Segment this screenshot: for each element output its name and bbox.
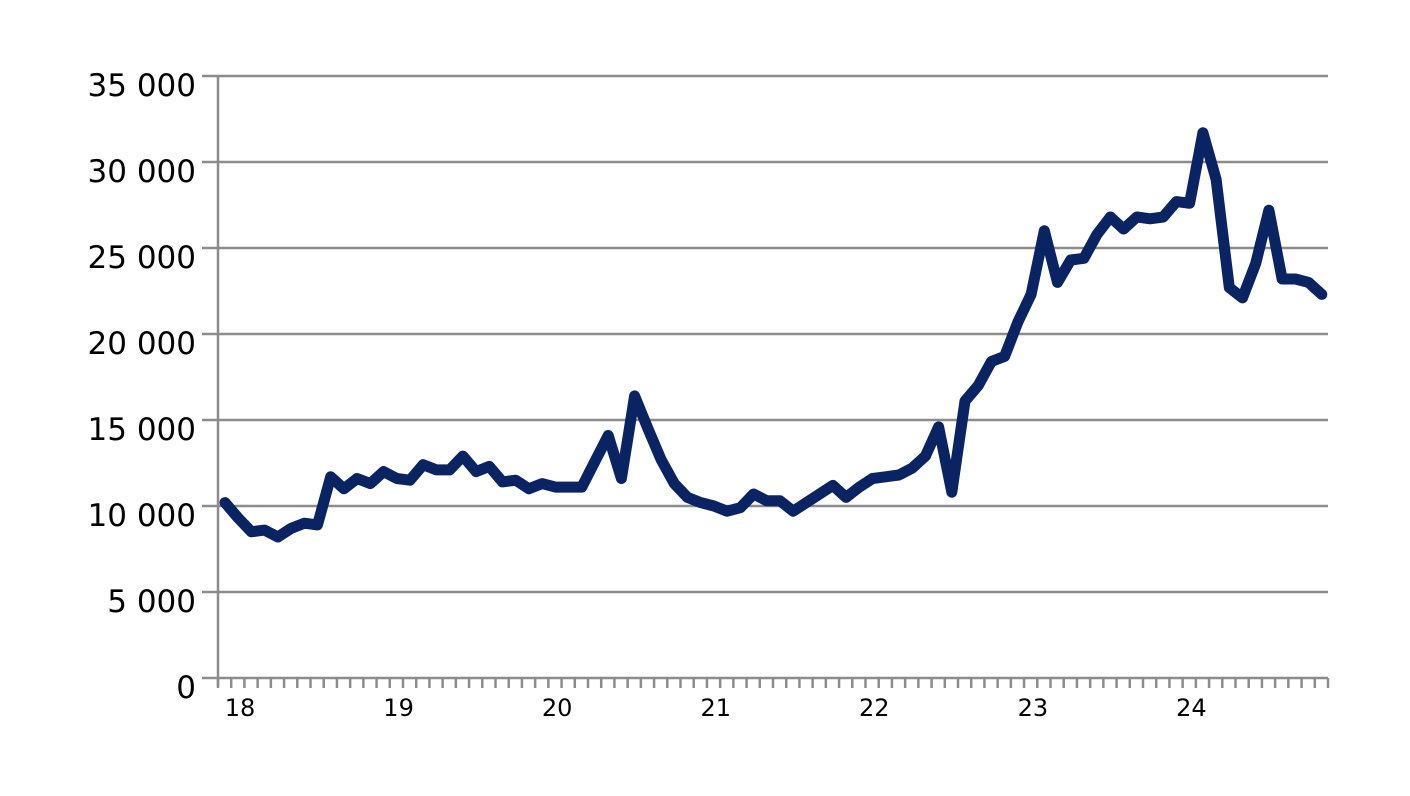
x-tick-label: 18	[225, 694, 256, 722]
y-tick-label: 5 000	[107, 584, 196, 620]
y-tick-label: 10 000	[88, 498, 196, 534]
x-axis	[216, 678, 1330, 688]
y-tick-label: 25 000	[88, 240, 196, 276]
y-tick-label: 20 000	[88, 326, 196, 362]
x-tick-label: 24	[1176, 694, 1207, 722]
x-tick-label: 21	[700, 694, 731, 722]
y-tick-label: 15 000	[88, 412, 196, 448]
x-tick-label: 22	[859, 694, 890, 722]
x-tick-label: 20	[542, 694, 573, 722]
y-tick-label: 35 000	[88, 68, 196, 104]
y-tick-label: 0	[176, 670, 196, 706]
x-tick-label: 23	[1018, 694, 1049, 722]
y-axis-labels: 35 000 30 000 25 000 20 000 15 000 10 000 5 00…	[88, 68, 196, 706]
x-tick-label: 19	[383, 694, 414, 722]
y-tick-label: 30 000	[88, 154, 196, 190]
data-line	[219, 127, 1328, 543]
gridlines	[202, 74, 1328, 680]
x-axis-labels: 18 19 20 21 22 23 24	[225, 694, 1207, 722]
